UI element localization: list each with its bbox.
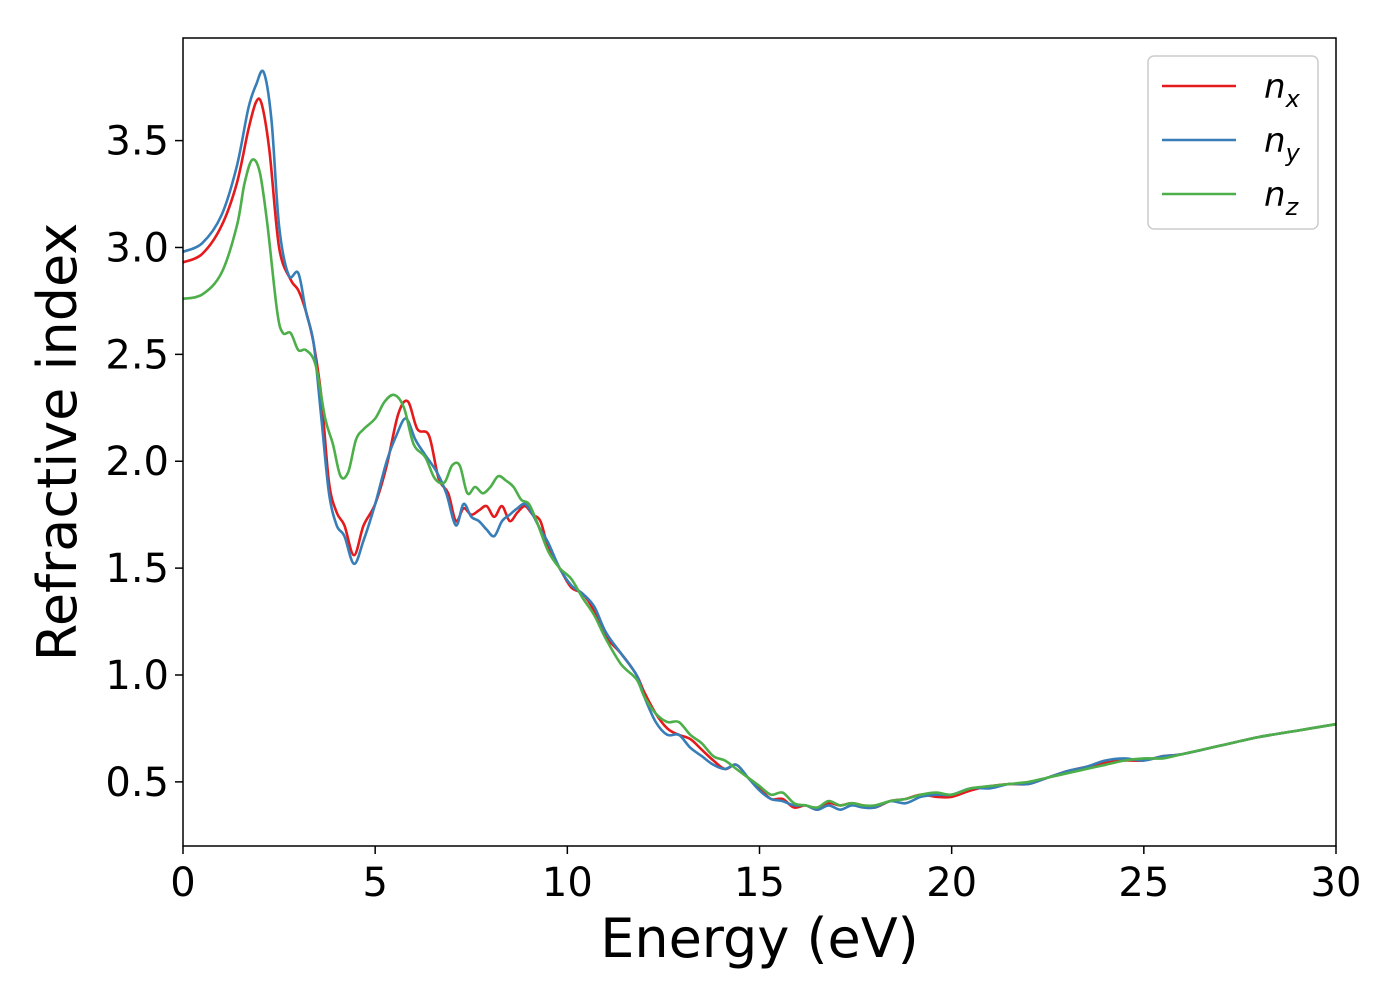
legend-box	[1147, 55, 1319, 230]
x-axis-label: Energy (eV)	[600, 907, 919, 970]
x-axis-ticks: 0 5 10 15 20 25 30	[170, 846, 1361, 906]
y-tick-label: 2.5	[105, 332, 169, 378]
legend-label-subscript: z	[1285, 193, 1300, 221]
x-tick-label: 10	[542, 860, 593, 906]
legend-label-base: n	[1264, 67, 1286, 107]
y-tick-label: 2.0	[105, 439, 169, 485]
y-tick-label: 3.0	[105, 225, 169, 271]
legend-label-base: n	[1264, 121, 1286, 161]
y-tick-label: 1.5	[105, 546, 169, 592]
legend-label-z: nz	[1264, 175, 1300, 221]
y-tick-label: 1.0	[105, 653, 169, 699]
y-axis-ticks: 0.5 1.0 1.5 2.0 2.5 3.0 3.5	[105, 119, 183, 806]
x-tick-label: 5	[362, 860, 387, 906]
legend-label-base: n	[1264, 175, 1286, 215]
series-layer	[183, 69, 1336, 811]
legend-label-subscript: x	[1285, 85, 1301, 113]
legend-label-subscript: y	[1285, 139, 1301, 167]
x-tick-label: 20	[926, 860, 977, 906]
x-tick-label: 30	[1311, 860, 1362, 906]
x-tick-label: 15	[734, 860, 785, 906]
x-tick-label: 25	[1118, 860, 1169, 906]
series-line-z	[183, 158, 1336, 809]
x-tick-label: 0	[170, 860, 195, 906]
y-tick-label: 3.5	[105, 119, 169, 165]
legend-label-x: nx	[1264, 67, 1301, 113]
y-axis-label: Refractive index	[26, 223, 89, 662]
y-tick-label: 0.5	[105, 760, 169, 806]
legend-label-y: ny	[1264, 121, 1301, 167]
